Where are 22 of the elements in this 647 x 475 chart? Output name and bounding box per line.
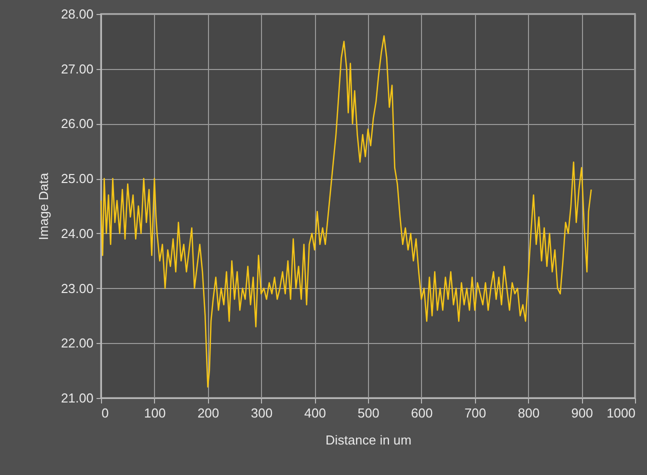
y-tick-label: 25.00 bbox=[60, 171, 94, 186]
x-tick-label: 700 bbox=[464, 406, 486, 420]
y-tick-label: 22.00 bbox=[60, 336, 94, 351]
x-tick-label: 900 bbox=[571, 406, 593, 420]
y-tick-label: 23.00 bbox=[60, 280, 94, 296]
y-tick-label: 28.00 bbox=[60, 6, 94, 22]
y-tick-label: 27.00 bbox=[60, 61, 94, 76]
x-tick-label: 800 bbox=[518, 406, 540, 420]
x-tick-label: 300 bbox=[250, 406, 273, 420]
x-tick-label: 400 bbox=[304, 406, 326, 420]
y-tick-label: 21.00 bbox=[60, 390, 94, 406]
y-axis-title: Image Data bbox=[36, 172, 51, 240]
x-tick-label: 600 bbox=[411, 406, 433, 420]
x-tick-label: 100 bbox=[144, 406, 166, 420]
x-tick-label: 200 bbox=[197, 406, 220, 420]
line-series bbox=[100, 35, 592, 388]
y-tick-label: 26.00 bbox=[60, 116, 94, 132]
x-axis-title: Distance in um bbox=[326, 432, 412, 448]
x-tick-label: 1000 bbox=[606, 406, 636, 420]
x-tick-label: 500 bbox=[358, 406, 380, 420]
x-tick-label: 0 bbox=[102, 406, 109, 420]
y-tick-label: 24.00 bbox=[60, 226, 94, 241]
